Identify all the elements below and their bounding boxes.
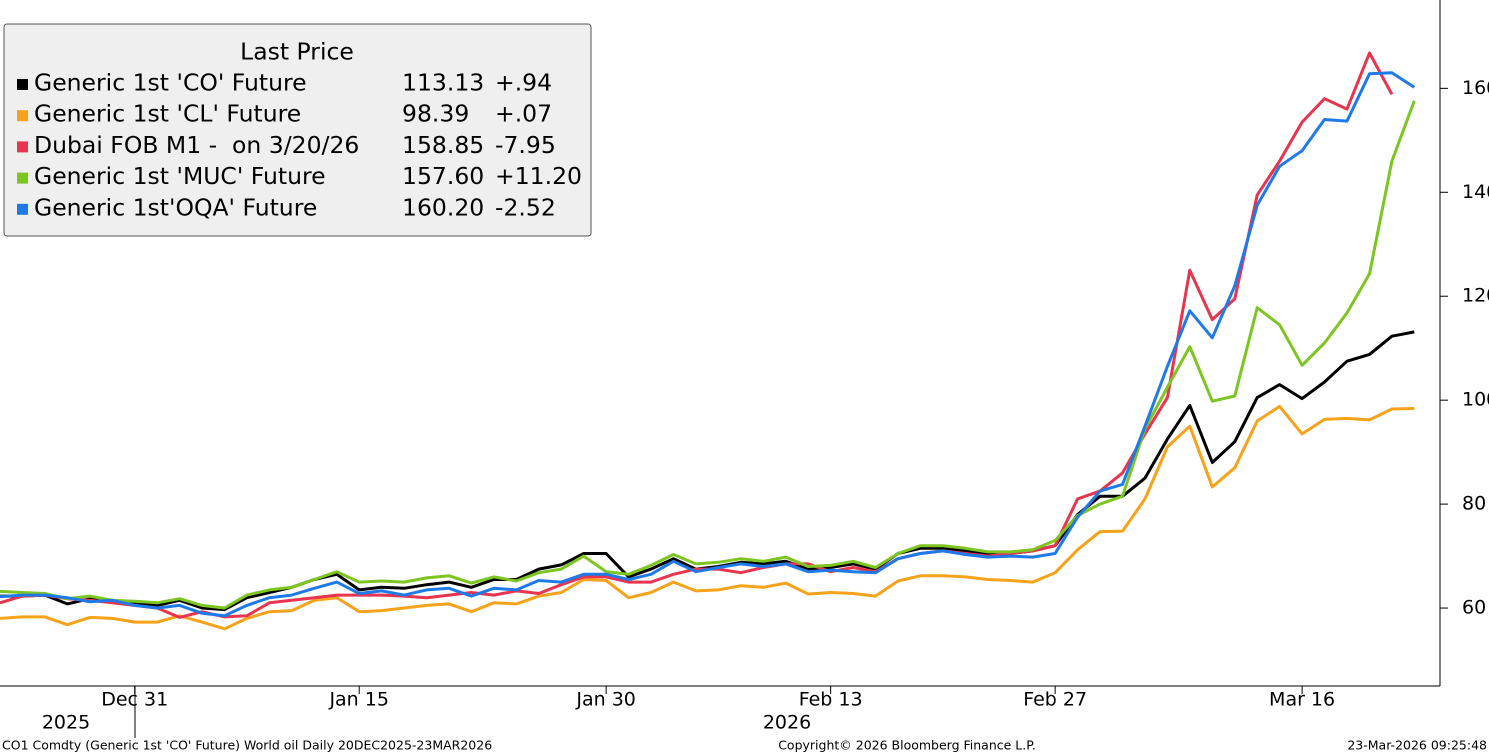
legend-box — [3, 23, 592, 237]
x-tick-label: Jan 30 — [575, 689, 636, 711]
line-series — [0, 100, 1416, 610]
legend-last: 160.20 — [402, 193, 484, 221]
legend-swatch — [17, 141, 28, 153]
footer-right: 23-Mar-2026 09:25:48 — [1347, 738, 1487, 753]
y-tick-label: 120 — [1462, 285, 1489, 307]
legend-last: 157.60 — [402, 162, 484, 190]
year-label: 2025 — [42, 712, 90, 734]
y-tick-label: 140 — [1462, 181, 1489, 203]
legend-change: -2.52 — [495, 193, 556, 221]
legend-item — [17, 172, 28, 184]
legend-last: 113.13 — [402, 69, 484, 97]
line-series — [0, 51, 1394, 619]
legend-swatch — [17, 203, 28, 215]
y-tick-label: 160 — [1462, 77, 1489, 99]
x-tick-label: Mar 16 — [1269, 689, 1335, 711]
year-label: 2026 — [763, 712, 811, 734]
legend-swatch — [17, 79, 28, 90]
legend-swatch — [17, 110, 28, 122]
legend-last: 158.85 — [402, 131, 484, 159]
legend-label: Dubai FOB M1 - on 3/20/26 — [34, 131, 359, 159]
legend-label: Generic 1st 'CO' Future — [34, 69, 307, 97]
legend-label: Generic 1st 'MUC' Future — [34, 162, 326, 190]
legend-item — [17, 141, 28, 153]
x-tick-label: Feb 27 — [1023, 689, 1087, 711]
legend-title: Last Price — [240, 38, 354, 66]
y-tick-label: 100 — [1462, 389, 1489, 411]
legend-label: Generic 1st'OQA' Future — [34, 193, 317, 221]
legend-change: -7.95 — [495, 131, 556, 159]
legend-change: +11.20 — [495, 162, 582, 190]
legend-change: +.94 — [495, 69, 552, 97]
legend-change: +.07 — [495, 100, 552, 128]
legend-item — [17, 110, 28, 122]
legend-last: 98.39 — [402, 100, 469, 128]
x-tick-label: Feb 13 — [799, 689, 863, 711]
y-tick-label: 80 — [1462, 493, 1486, 515]
line-series — [0, 71, 1416, 618]
x-tick-label: Jan 15 — [328, 689, 389, 711]
footer-left: CO1 Comdty (Generic 1st 'CO' Future) Wor… — [2, 738, 492, 753]
legend-item — [17, 79, 28, 90]
legend-item — [17, 203, 28, 215]
legend-label: Generic 1st 'CL' Future — [34, 100, 301, 128]
line-series — [0, 404, 1415, 631]
legend-swatch — [17, 172, 28, 184]
footer-center: Copyright© 2026 Bloomberg Finance L.P. — [778, 738, 1036, 753]
y-tick-label: 60 — [1462, 597, 1486, 619]
